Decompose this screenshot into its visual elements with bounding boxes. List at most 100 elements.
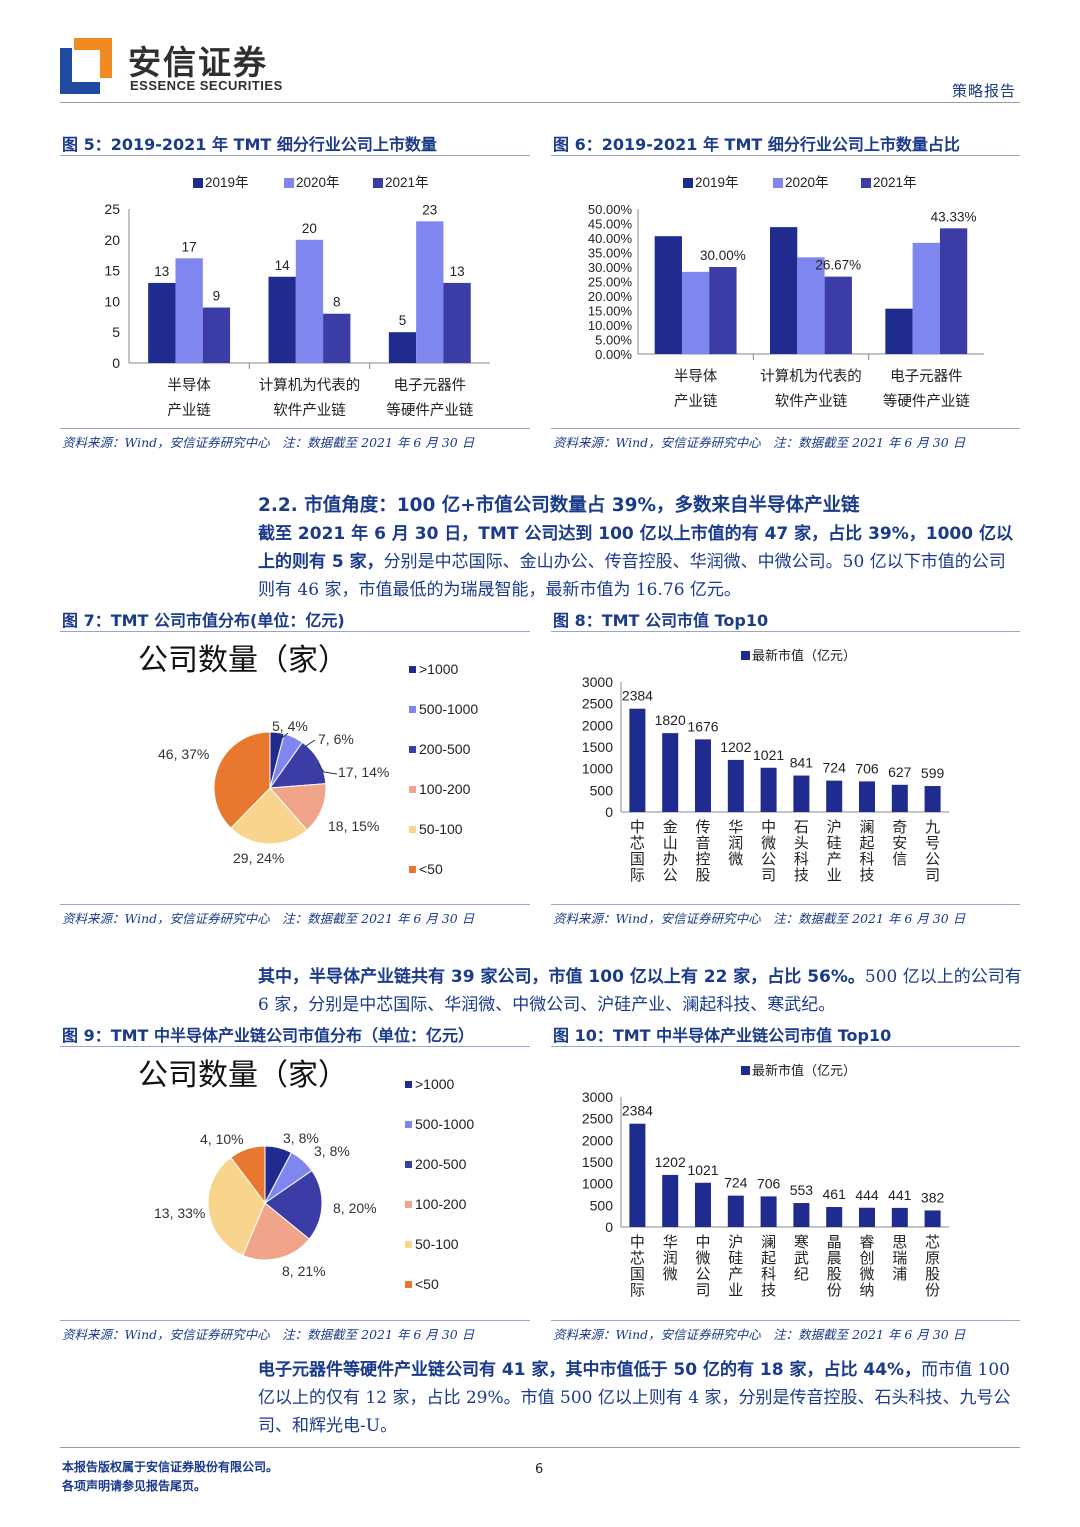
y-tick-label: 10 (104, 293, 120, 309)
data-label: 441 (888, 1187, 912, 1203)
x-category-label: 半导体 (167, 377, 211, 394)
bar (175, 258, 203, 363)
x-category-label: 睿创微纳 (859, 1234, 874, 1299)
pie-data-label: 3, 8% (314, 1143, 350, 1159)
legend-swatch (193, 178, 203, 188)
x-category-label: 等硬件产业链 (386, 401, 473, 419)
paragraph-3-bold: 电子元器件等硬件产业链公司有 41 家，其中市值低于 50 亿的有 18 家，占… (258, 1360, 922, 1380)
pie-slice (264, 1169, 323, 1240)
legend-swatch (373, 178, 383, 188)
fig10-source-rule (551, 1320, 1020, 1321)
data-label: 1021 (687, 1162, 718, 1178)
x-category-label: 等硬件产业链 (883, 392, 970, 410)
fig5-source-rule (60, 428, 530, 429)
bar (323, 313, 351, 363)
pie-data-label: 8, 21% (282, 1263, 326, 1279)
fig6-title: 图 6：2019-2021 年 TMT 细分行业公司上市数量占比 (553, 135, 960, 154)
bar (891, 784, 908, 812)
x-category-label: 中微公司 (761, 819, 776, 884)
bar (924, 786, 941, 812)
x-category-label: 软件产业链 (775, 393, 848, 410)
x-category-label: 澜起科技 (859, 819, 874, 884)
y-tick-label: 1000 (582, 1176, 613, 1192)
fig8-source-rule (551, 904, 1020, 905)
legend-label: 最新市值（亿元） (752, 1063, 856, 1078)
bar (416, 221, 444, 363)
y-tick-label: 15.00% (588, 304, 633, 319)
y-tick-label: 500 (590, 1197, 614, 1213)
legend-swatch (409, 786, 416, 793)
fig6-source-rule (551, 428, 1020, 429)
data-label: 841 (790, 755, 814, 771)
data-label: 17 (182, 239, 197, 254)
y-tick-label: 3000 (582, 1089, 613, 1105)
x-category-label: 沪硅产业 (827, 819, 842, 884)
paragraph-1: 截至 2021 年 6 月 30 日，TMT 公司达到 100 亿以上市值的有 … (258, 520, 1022, 604)
legend-label: 2020年 (785, 175, 829, 190)
bar (148, 282, 176, 363)
data-label: 444 (855, 1187, 879, 1203)
data-label: 1820 (655, 712, 686, 728)
y-tick-label: 1000 (582, 761, 613, 777)
bar (662, 733, 679, 812)
y-tick-label: 3000 (582, 674, 613, 690)
data-label: 553 (790, 1182, 814, 1198)
fig9-title: 图 9：TMT 中半导体产业链公司市值分布（单位：亿元） (62, 1026, 475, 1045)
x-category-label: 产业链 (167, 402, 211, 419)
data-label: 461 (823, 1186, 847, 1202)
legend-label: 100-200 (415, 1196, 467, 1212)
y-tick-label: 5.00% (595, 333, 632, 348)
x-category-label: 寒武纪 (794, 1233, 809, 1283)
legend-swatch (405, 1121, 412, 1128)
y-tick-label: 50.00% (588, 202, 633, 217)
bar (654, 236, 682, 354)
y-tick-label: 20.00% (588, 289, 633, 304)
disclaimer-note: 各项声明请参见报告尾页。 (62, 1479, 207, 1493)
bar (629, 1123, 646, 1227)
fig5-bar-chart: 2019年 2020年 2021年 0 5 10 15 20 25 13 17 9 半导体产业链 14 20… (104, 175, 490, 419)
data-label: 30.00% (700, 248, 746, 263)
bar (695, 739, 711, 812)
x-category-label: 思瑞浦 (892, 1234, 907, 1283)
bar (388, 332, 417, 363)
x-category-label: 软件产业链 (273, 402, 346, 419)
pie-slice (230, 787, 308, 845)
pie-slice (213, 731, 271, 829)
copyright-note: 本报告版权属于安信证券股份有限公司。 (62, 1460, 279, 1474)
fig5-title-rule (60, 155, 530, 156)
y-tick-label: 0 (605, 804, 613, 820)
legend-swatch (409, 706, 416, 713)
fig10-source: 资料来源：Wind，安信证券研究中心 注：数据截至 2021 年 6 月 30 … (553, 1327, 966, 1342)
x-category-label: 芯原股份 (925, 1234, 940, 1299)
pie-data-label: 17, 14% (338, 764, 389, 780)
y-tick-label: 2500 (582, 696, 613, 712)
y-tick-label: 1500 (582, 1154, 613, 1170)
legend-label: 2019年 (695, 175, 739, 190)
fig8-title: 图 8：TMT 公司市值 Top10 (553, 611, 769, 630)
fig10-title-rule (551, 1046, 1020, 1047)
pie-data-label: 13, 33% (154, 1205, 205, 1221)
data-label: 23 (422, 202, 437, 217)
essence-logo-icon (60, 38, 112, 94)
fig8-title-rule (551, 631, 1020, 632)
x-category-label: 中微公司 (695, 1234, 710, 1299)
bar (939, 228, 968, 354)
legend-label: 200-500 (415, 1156, 467, 1172)
bar (793, 1203, 810, 1227)
x-category-label: 电子元器件 (394, 377, 467, 394)
fig7-source: 资料来源：Wind，安信证券研究中心 注：数据截至 2021 年 6 月 30 … (62, 911, 475, 926)
legend-swatch (409, 866, 416, 873)
x-category-label: 传音控股 (695, 819, 710, 884)
paragraph-3-rest: 而市值 100 亿以上的仅有 12 家，占比 29%。市值 500 亿以上则有 … (258, 1360, 1011, 1436)
bar (629, 708, 646, 812)
legend-swatch (741, 1066, 750, 1075)
pie-slice (207, 1156, 266, 1257)
bar (662, 1174, 679, 1227)
data-label: 1202 (655, 1154, 686, 1170)
bar (695, 1182, 711, 1227)
data-label: 724 (724, 1175, 748, 1191)
pie-title: 公司数量（家） (138, 643, 348, 678)
fig9-source-rule (60, 1320, 530, 1321)
legend-label: 50-100 (419, 821, 463, 837)
bar (826, 1207, 843, 1227)
